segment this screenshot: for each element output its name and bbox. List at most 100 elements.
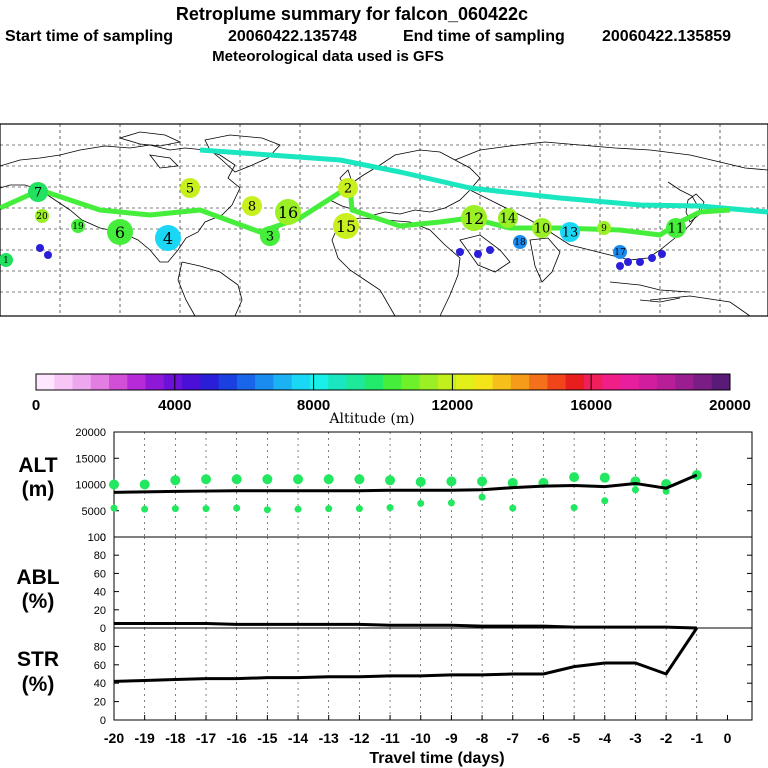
plume-marker — [666, 218, 686, 238]
x-tick-label: -17 — [196, 730, 216, 746]
alt-scatter-point — [569, 472, 580, 483]
altitude-colorbar: 0 4000 8000 12000 16000 20000 Altitude (m) — [32, 373, 751, 427]
y-tick-label: 60 — [94, 568, 106, 580]
panel-frame — [113, 431, 753, 538]
colorbar-cell — [273, 374, 293, 390]
colorbar-cell — [383, 374, 402, 390]
y-tick-label: 15000 — [75, 453, 106, 465]
plume-marker-label: 11 — [668, 222, 685, 237]
colorbar-cell — [236, 374, 256, 390]
alt-scatter-point — [447, 499, 455, 507]
plume-marker — [35, 209, 49, 223]
panel-ylabel: (%) — [22, 590, 55, 613]
alt-scatter-point — [417, 499, 425, 507]
plume-marker — [560, 222, 580, 242]
plume-marker — [532, 218, 552, 238]
colorbar-cell — [583, 374, 603, 390]
colorbar-cell — [437, 374, 457, 390]
plume-particle-dot — [36, 244, 44, 252]
plume-marker-label: 10 — [534, 222, 551, 237]
plume-particle-dot — [658, 250, 666, 258]
plume-particle-dot — [624, 258, 632, 266]
colorbar-cell — [218, 374, 238, 390]
colorbar-frame — [35, 373, 731, 391]
coast-arabia — [459, 234, 511, 273]
plume-marker-label: 17 — [614, 248, 626, 258]
colorbar-cell — [127, 374, 147, 390]
x-tick-label: -13 — [319, 730, 339, 746]
plume-marker-label: 14 — [500, 212, 517, 227]
plume-marker-label: 6 — [115, 223, 125, 242]
colorbar-cell — [200, 374, 220, 390]
series-line-abl — [114, 621, 697, 630]
colorbar-tick-label: 0 — [32, 397, 40, 414]
plume-marker — [260, 226, 280, 246]
plume-marker-label: 5 — [186, 182, 194, 197]
colorbar-cell — [72, 374, 92, 390]
plume-marker — [333, 213, 359, 239]
colorbar-cell — [456, 374, 475, 390]
time-series-panels: 0 5000 10000 15000 20000 ALT(m) 0 20 40 60 80 100 AB… — [16, 427, 753, 767]
end-time-value: 20060422.135859 — [602, 28, 731, 45]
plume-marker — [275, 199, 301, 225]
colorbar-ticks: 0 4000 8000 12000 16000 20000 — [32, 374, 751, 414]
end-time-label: End time of sampling — [403, 28, 565, 45]
plume-marker — [513, 235, 527, 249]
plume-marker — [0, 253, 13, 267]
start-time-value: 20060422.135748 — [228, 28, 357, 45]
y-tick-label: 10000 — [75, 480, 106, 492]
panel-ylabel: ABL — [16, 566, 59, 589]
colorbar-cell — [565, 374, 585, 390]
colorbar-cell — [309, 374, 329, 390]
plume-marker — [242, 196, 262, 216]
x-tick-label: -16 — [227, 730, 247, 746]
colorbar-tick-label: 20000 — [709, 397, 751, 414]
alt-scatter-point — [139, 479, 150, 490]
x-tick-label: -15 — [257, 730, 277, 746]
colorbar-cell — [401, 374, 421, 390]
plume-marker-label: 2 — [344, 182, 352, 197]
plume-marker — [597, 221, 611, 235]
plume-marker — [71, 219, 85, 233]
colorbar-cell — [474, 374, 494, 390]
plume-track-arctic — [199, 147, 768, 215]
plume-marker-label: 15 — [336, 217, 356, 236]
plume-particle-dot — [44, 251, 52, 259]
plume-particle-dot — [648, 254, 656, 262]
panel-frame — [113, 627, 753, 721]
alt-scatter-point — [478, 493, 486, 501]
plume-marker — [180, 178, 200, 198]
colorbar-cell — [163, 374, 183, 390]
coast-south-america — [177, 261, 243, 317]
plume-marker-label: 7 — [34, 186, 42, 201]
plume-marker — [461, 205, 487, 231]
x-tick-label: -20 — [104, 730, 124, 746]
plume-marker — [613, 245, 627, 259]
alt-scatter-point — [599, 472, 610, 483]
plume-marker-label: 12 — [464, 209, 484, 228]
coast-greenland — [204, 134, 281, 173]
x-tick-label: -12 — [349, 730, 369, 746]
x-tick-label: -10 — [411, 730, 431, 746]
colorbar-cell — [675, 374, 694, 390]
x-tick-label: -4 — [599, 730, 612, 746]
alt-scatter-point — [263, 506, 271, 514]
alt-scatter-point — [507, 477, 518, 488]
colorbar-cell — [54, 374, 74, 390]
y-tick-label: 80 — [94, 641, 106, 653]
coast-canada-islands — [118, 131, 182, 169]
alt-scatter-point — [170, 475, 181, 486]
colorbar-cell — [145, 374, 165, 390]
x-tick-label: -9 — [445, 730, 458, 746]
plume-marker-label: 16 — [278, 203, 298, 222]
alt-scatter-point — [233, 504, 241, 512]
y-tick-label: 0 — [100, 532, 106, 544]
plume-marker-label: 9 — [601, 224, 607, 234]
colorbar-cell — [419, 374, 439, 390]
colorbar-cell — [529, 374, 548, 390]
plume-track — [0, 147, 768, 238]
alt-scatter-point — [385, 475, 396, 486]
alt-scatter-point — [293, 474, 304, 485]
